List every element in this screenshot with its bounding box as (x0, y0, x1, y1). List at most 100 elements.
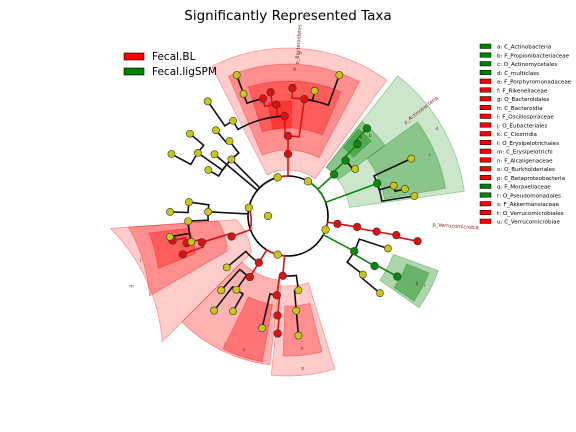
taxon-node[interactable] (210, 306, 219, 315)
taxon-node[interactable] (210, 150, 219, 159)
phylum-node[interactable] (303, 177, 313, 186)
taxon-node[interactable] (187, 237, 196, 246)
taxon-node[interactable] (383, 244, 392, 253)
taxon-node[interactable] (353, 222, 362, 232)
taxon-node[interactable] (370, 261, 379, 271)
taxon-node[interactable] (184, 217, 193, 226)
sector-layer (109, 47, 465, 377)
taxon-node[interactable] (310, 86, 319, 95)
taxon-node[interactable] (335, 71, 344, 79)
phylum-node[interactable] (244, 203, 253, 212)
taxon-node[interactable] (353, 139, 362, 149)
phylum-node[interactable] (321, 225, 330, 234)
taxon-node[interactable] (193, 149, 202, 157)
taxon-node[interactable] (229, 116, 237, 125)
phylum-label: p_Verrucomicrobia (432, 222, 479, 231)
taxon-node[interactable] (204, 166, 213, 174)
taxon-node[interactable] (362, 124, 372, 133)
taxon-node[interactable] (258, 94, 268, 103)
taxon-label: m: C_Erysipelotrichi (497, 150, 553, 156)
taxon-node[interactable] (222, 263, 231, 272)
taxon-node[interactable] (280, 111, 289, 121)
taxon-node[interactable] (232, 285, 241, 294)
taxon-node[interactable] (372, 227, 381, 236)
taxon-node[interactable] (410, 192, 419, 200)
taxon-node[interactable] (389, 181, 398, 190)
phylum-node[interactable] (273, 250, 282, 259)
taxon-node[interactable] (167, 150, 176, 158)
taxon-node[interactable] (333, 219, 342, 228)
branch (208, 207, 250, 215)
sector-letter: h (299, 50, 302, 56)
taxon-node[interactable] (229, 307, 237, 316)
taxon-node[interactable] (178, 250, 187, 259)
branch (207, 100, 234, 128)
taxon-node[interactable] (401, 185, 409, 193)
branch (353, 238, 389, 252)
taxon-node[interactable] (407, 154, 416, 163)
root-node[interactable] (263, 211, 273, 221)
taxon-node[interactable] (294, 331, 303, 340)
phylum-node[interactable] (273, 173, 282, 182)
taxon-node[interactable] (227, 232, 236, 241)
taxon-label: j: O_Eubacteriales (496, 123, 547, 129)
taxon-node[interactable] (254, 258, 263, 267)
taxon-label: h: C_Bacteroidia (497, 106, 543, 112)
taxon-node[interactable] (288, 83, 297, 93)
taxon-node[interactable] (413, 237, 422, 246)
taxon-node[interactable] (294, 286, 303, 295)
taxon-node[interactable] (358, 270, 367, 279)
taxon-node[interactable] (283, 149, 293, 159)
taxon-node[interactable] (273, 329, 282, 338)
taxon-node[interactable] (278, 271, 287, 280)
taxon-swatch (479, 131, 492, 137)
taxon-node[interactable] (232, 71, 241, 79)
taxon-label: e: F_Porphyromonadaceae (497, 80, 572, 86)
taxon-label: p: C_Betaproteobacteria (497, 176, 565, 182)
taxon-node[interactable] (204, 207, 213, 216)
taxon-node[interactable] (351, 165, 360, 173)
taxon-swatch (479, 210, 492, 215)
taxon-node[interactable] (272, 291, 281, 300)
taxon-node[interactable] (350, 247, 359, 256)
taxon-label: o: O_Burkholderiales (497, 167, 555, 173)
taxon-swatch (479, 78, 492, 84)
taxon-node[interactable] (239, 89, 248, 98)
taxon-node[interactable] (185, 198, 193, 206)
taxon-node[interactable] (266, 88, 275, 97)
taxon-node[interactable] (197, 238, 207, 247)
sector-letter: c (429, 153, 432, 158)
taxon-label: q: F_Moraxellaceae (497, 185, 551, 191)
taxon-node[interactable] (165, 232, 174, 241)
sector-letter: e (279, 104, 282, 109)
taxon-node[interactable] (292, 306, 301, 315)
taxon-node[interactable] (272, 100, 281, 109)
taxon-node[interactable] (245, 272, 254, 282)
taxon-node[interactable] (283, 131, 293, 141)
taxon-node[interactable] (373, 179, 382, 188)
sector-letter: g (293, 67, 296, 72)
taxon-label: r: O_Pseudomonadales (497, 193, 561, 199)
taxon-node[interactable] (227, 155, 236, 164)
taxon-node[interactable] (392, 231, 401, 240)
group-swatch (123, 52, 145, 61)
taxon-node[interactable] (341, 156, 350, 165)
taxon-node[interactable] (203, 97, 212, 106)
taxon-node[interactable] (186, 129, 194, 138)
taxon-label: u: C_Verrucomicrobiae (497, 220, 560, 226)
taxon-node[interactable] (225, 137, 234, 146)
taxon-node[interactable] (273, 311, 282, 320)
taxon-swatch (479, 183, 492, 189)
taxon-node[interactable] (166, 207, 174, 216)
taxa-legend: a: C_Actinobacteria b: F_Propionibacteria… (479, 43, 572, 226)
taxon-swatch (479, 105, 492, 110)
taxon-node[interactable] (212, 126, 220, 135)
taxon-node[interactable] (393, 272, 402, 281)
taxon-node[interactable] (300, 95, 309, 104)
taxon-node[interactable] (329, 170, 339, 179)
taxon-node[interactable] (258, 324, 267, 332)
taxon-node[interactable] (217, 286, 225, 295)
sector-letter: a (360, 136, 363, 141)
taxon-node[interactable] (376, 289, 384, 298)
